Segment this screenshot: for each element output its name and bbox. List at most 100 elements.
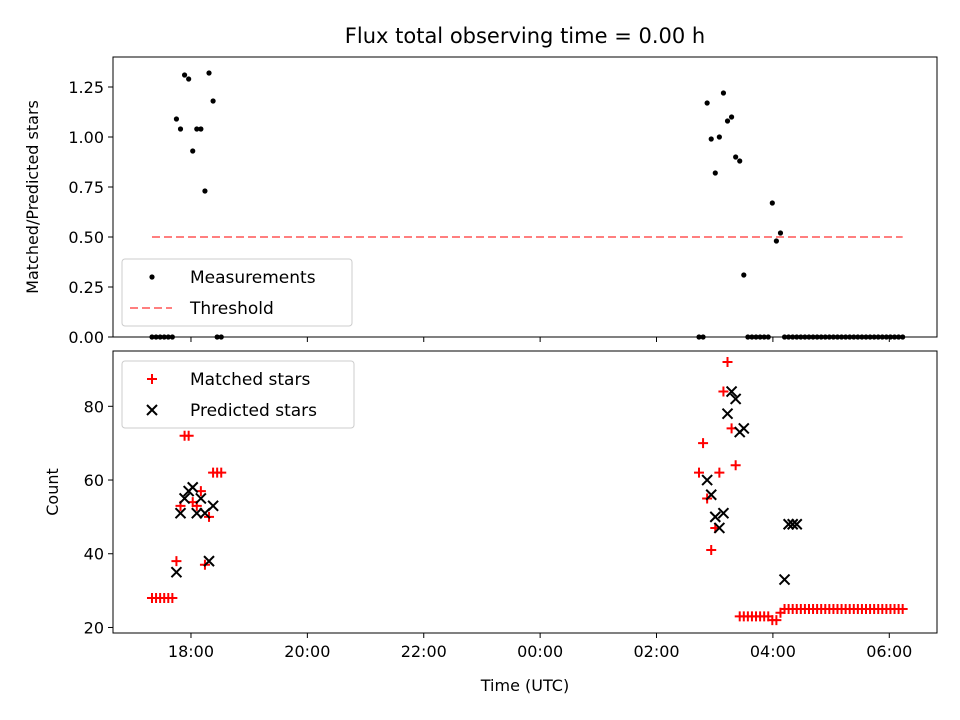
measurement-point [777, 230, 784, 236]
x-tick-label: 04:00 [750, 642, 796, 661]
measurement-point [871, 334, 877, 340]
measurement-point [737, 158, 743, 164]
measurement-point [887, 334, 894, 340]
matched-star-point [183, 430, 194, 441]
measurement-point [198, 126, 204, 132]
matched-star-point [698, 438, 709, 449]
predicted-star-point [170, 566, 183, 578]
measurement-point [900, 334, 906, 340]
series-group [149, 70, 906, 340]
measurement-point [716, 134, 722, 140]
measurement-point [173, 116, 180, 122]
measurement-point [830, 334, 837, 340]
measurement-point [733, 154, 739, 160]
predicted-star-point [782, 518, 795, 530]
y-tick-label: 0.25 [68, 278, 104, 297]
matched-star-point [167, 592, 178, 603]
y-tick-label: 60 [84, 471, 104, 490]
measurement-point [757, 334, 763, 340]
measurement-point [867, 334, 873, 340]
measurement-point [712, 170, 718, 176]
predicted-star-point [207, 500, 219, 512]
legend-label: Matched stars [190, 370, 310, 390]
chart-title: Flux total observing time = 0.00 h [345, 24, 705, 48]
matched-star-point [722, 357, 733, 368]
measurement-point [806, 334, 812, 340]
legend-marker-matched [147, 374, 157, 384]
legend-box [121, 258, 353, 327]
y-tick-label: 0.75 [68, 178, 104, 197]
measurement-point [194, 126, 200, 132]
predicted-star-point [778, 573, 791, 586]
y-tick-label: 1.00 [68, 128, 104, 147]
measurement-point [696, 334, 702, 340]
measurement-point [218, 334, 224, 340]
matched-star-point [706, 545, 717, 556]
measurement-point [165, 334, 171, 340]
measurement-point [720, 90, 727, 96]
bottom-plot-area: 18:00 20:00 22:00 00:00 02:00 04:00 06:00 20 40 6… [43, 350, 938, 695]
measurement-point [765, 334, 771, 340]
x-tick-label: 06:00 [866, 642, 912, 661]
matched-star-point [897, 604, 908, 615]
measurement-point [773, 238, 779, 244]
series-group [146, 357, 908, 626]
measurement-point [802, 334, 808, 340]
measurement-point [724, 118, 731, 124]
measurement-point [745, 334, 751, 340]
matched-star-point [216, 467, 227, 478]
measurement-point [875, 334, 881, 340]
measurement-point [826, 334, 832, 340]
measurement-point [883, 334, 889, 340]
measurement-point [749, 334, 755, 340]
measurement-point [851, 334, 857, 340]
measurement-point [863, 334, 869, 340]
measurement-point [728, 114, 735, 120]
measurement-point [891, 334, 898, 340]
measurement-point [822, 334, 828, 340]
measurement-point [753, 334, 759, 340]
predicted-star-point [729, 393, 742, 405]
top-plot-area: 0.00 0.25 0.50 0.75 1.00 1.25 Matched/Predicte… [23, 56, 938, 347]
predicted-star-point [713, 522, 726, 534]
measurement-point [769, 200, 775, 206]
measurement-point [186, 76, 192, 82]
matched-star-point [718, 386, 729, 397]
measurement-point [157, 334, 163, 340]
legend-marker-measurements [149, 274, 155, 280]
measurement-point [700, 334, 706, 340]
measurement-point [781, 334, 788, 340]
measurement-point [834, 334, 841, 340]
measurement-point [859, 334, 865, 340]
predicted-star-point [725, 385, 738, 398]
x-tick-label: 22:00 [401, 642, 447, 661]
predicted-star-point [178, 492, 191, 505]
y-tick-label: 40 [84, 545, 104, 564]
predicted-star-point [187, 481, 199, 494]
predicted-star-point [709, 511, 721, 523]
y-tick-label: 80 [84, 397, 104, 416]
y-axis-label: Matched/Predicted stars [23, 100, 42, 294]
measurement-point [814, 334, 820, 340]
measurement-point [879, 334, 885, 340]
x-tick-label: 18:00 [168, 642, 214, 661]
predicted-star-point [786, 518, 799, 530]
matched-star-point [693, 467, 704, 478]
measurement-point [895, 334, 902, 340]
measurement-point [810, 334, 816, 340]
y-tick-label: 1.25 [68, 78, 104, 97]
predicted-star-point [191, 507, 203, 519]
predicted-star-point [791, 518, 803, 530]
measurement-point [202, 188, 208, 194]
x-tick-label: 02:00 [633, 642, 679, 661]
predicted-star-point [721, 407, 734, 420]
predicted-star-point [203, 555, 215, 567]
measurement-point [181, 72, 188, 78]
measurement-point [790, 334, 796, 340]
axes-frame [112, 350, 938, 634]
y-tick-label: 0.00 [68, 328, 104, 347]
predicted-star-point [174, 507, 187, 519]
y-tick-label: 0.50 [68, 228, 104, 247]
